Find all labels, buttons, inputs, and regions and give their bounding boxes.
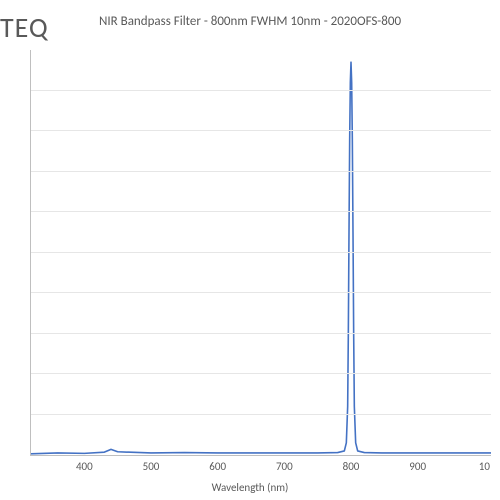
x-axis-label: Wavelength (nm) xyxy=(0,481,500,494)
grid-line xyxy=(31,211,491,212)
chart-title: NIR Bandpass Filter - 800nm FWHM 10nm - … xyxy=(0,14,500,29)
plot-area: 40050060070080090010 xyxy=(30,50,491,456)
grid-line xyxy=(31,292,491,293)
grid-line xyxy=(31,171,491,172)
grid-line xyxy=(31,333,491,334)
x-tick-label: 800 xyxy=(343,460,360,473)
x-tick-label: 10 xyxy=(479,460,490,473)
grid-line xyxy=(31,252,491,253)
x-tick-label: 700 xyxy=(276,460,293,473)
grid-line xyxy=(31,130,491,131)
x-tick-label: 500 xyxy=(143,460,160,473)
data-curve xyxy=(31,50,491,455)
x-tick-label: 900 xyxy=(409,460,426,473)
x-tick-label: 400 xyxy=(76,460,93,473)
grid-line xyxy=(31,373,491,374)
x-tick-label: 600 xyxy=(209,460,226,473)
series-line xyxy=(31,62,491,454)
grid-line xyxy=(31,414,491,415)
grid-line xyxy=(31,90,491,91)
chart-container: TEQ NIR Bandpass Filter - 800nm FWHM 10n… xyxy=(0,0,500,500)
